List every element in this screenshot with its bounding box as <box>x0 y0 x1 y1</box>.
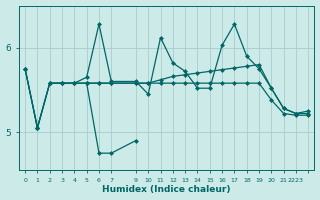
X-axis label: Humidex (Indice chaleur): Humidex (Indice chaleur) <box>102 185 231 194</box>
